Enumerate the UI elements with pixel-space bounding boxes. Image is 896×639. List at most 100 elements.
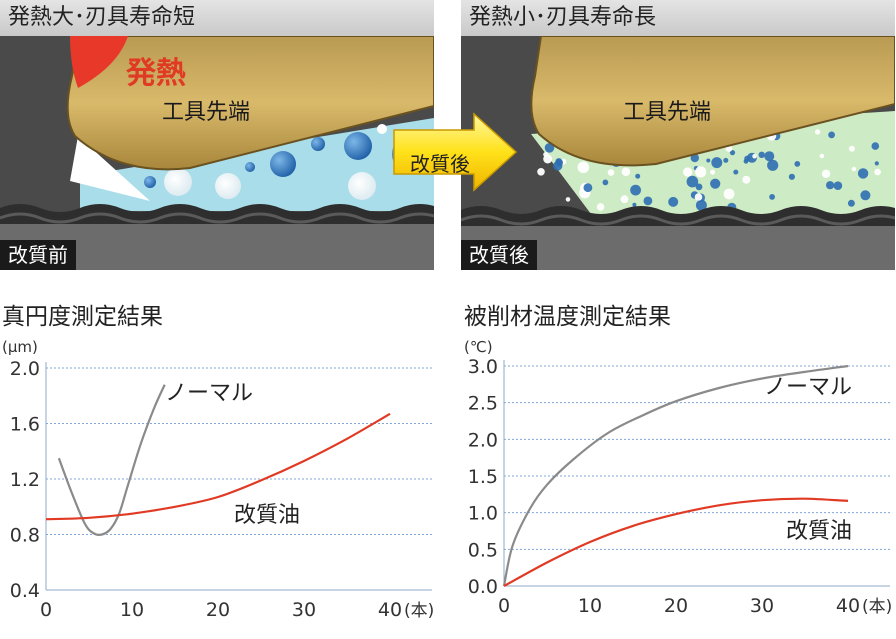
bubble-icon — [851, 166, 857, 172]
bubble-icon — [565, 197, 571, 202]
droplet-icon — [344, 132, 372, 160]
droplet-icon — [758, 151, 765, 158]
y-tick-label: 1.0 — [468, 503, 498, 525]
before-tag: 改質前 — [0, 240, 76, 270]
x-tick-label: 20 — [664, 595, 688, 617]
droplet-icon — [769, 194, 775, 200]
series-label-improved: 改質油 — [234, 503, 300, 528]
x-tick-label: 20 — [206, 599, 230, 621]
droplet-icon — [743, 158, 749, 164]
droplet-icon — [764, 151, 775, 162]
after-illustration — [461, 36, 895, 270]
bubble-icon — [819, 153, 825, 159]
x-axis-unit: (本) — [404, 601, 434, 621]
bubble-icon — [752, 153, 757, 159]
bubble-icon — [710, 169, 716, 175]
temperature-chart: 0.0 0.5 1.0 1.5 2.0 2.5 3.0 0 10 20 30 40 (℃) (本) ノーマル… — [464, 338, 892, 617]
y-tick-label: 1.2 — [10, 469, 40, 491]
bubble-icon — [377, 124, 387, 134]
bubble-icon — [348, 172, 376, 200]
x-tick-label: 30 — [292, 599, 316, 621]
droplet-icon — [874, 161, 879, 166]
x-tick-label: 10 — [578, 595, 602, 617]
droplet-icon — [794, 161, 801, 167]
droplet-icon — [311, 137, 325, 151]
bubble-icon — [723, 188, 735, 200]
bubble-icon — [537, 168, 545, 176]
droplet-icon — [245, 162, 255, 172]
bubble-icon — [694, 193, 703, 201]
bubble-icon — [164, 168, 192, 196]
before-panel-header: 発熱大･刃具寿命短 — [0, 0, 434, 36]
droplet-icon — [686, 175, 699, 188]
droplet-icon — [630, 184, 641, 196]
arrow-label: 改質後 — [410, 152, 470, 176]
droplet-icon — [710, 178, 721, 189]
arrow-icon — [393, 112, 518, 192]
droplet-icon — [826, 181, 835, 190]
droplet-icon — [706, 158, 711, 163]
droplet-icon — [583, 183, 593, 193]
series-label-normal: ノーマル — [165, 381, 253, 406]
chip-wedge — [70, 136, 150, 201]
droplet-icon — [695, 199, 707, 211]
droplet-icon — [788, 173, 795, 180]
series-label-normal: ノーマル — [764, 375, 852, 400]
roundness-chart-title: 真円度測定結果 — [2, 304, 163, 330]
y-tick-label: 1.5 — [468, 466, 498, 488]
bubble-icon — [742, 175, 751, 184]
y-tick-label: 0.4 — [10, 580, 40, 602]
series-line-improved — [503, 497, 849, 587]
droplet-icon — [828, 131, 835, 139]
bubble-icon — [543, 152, 549, 157]
tool-body — [66, 36, 434, 171]
y-tick-label: 0.0 — [468, 576, 498, 598]
tool-tip-label: 工具先端 — [162, 100, 251, 125]
heat-spot — [70, 36, 128, 88]
y-tick-label: 2.5 — [468, 393, 498, 415]
y-tick-label: 1.6 — [10, 414, 40, 436]
droplet-icon — [690, 153, 699, 163]
y-tick-label: 3.0 — [468, 356, 498, 378]
droplet-icon — [544, 143, 555, 153]
bubble-icon — [874, 168, 881, 176]
droplet-icon — [632, 202, 637, 207]
x-tick-label: 30 — [750, 595, 774, 617]
tool-tip-label: 工具先端 — [623, 100, 712, 125]
y-axis-unit: (℃) — [464, 338, 493, 356]
bubble-icon — [596, 203, 605, 211]
bubble-icon — [621, 167, 631, 176]
droplet-icon — [144, 176, 156, 188]
x-tick-label: 40 — [378, 599, 402, 621]
before-illustration — [0, 36, 434, 270]
series-line-normal — [502, 364, 849, 587]
bubble-icon — [695, 166, 707, 178]
series-label-improved: 改質油 — [786, 519, 852, 544]
y-tick-label: 0.8 — [10, 525, 40, 547]
x-tick-label: 0 — [498, 595, 510, 617]
bubble-icon — [848, 145, 855, 152]
droplet-icon — [767, 159, 779, 171]
droplet-icon — [602, 179, 609, 186]
bubble-icon — [607, 169, 615, 176]
bubble-icon — [683, 167, 693, 177]
x-tick-label: 0 — [40, 599, 52, 621]
bubble-icon — [620, 195, 629, 204]
tool-body — [530, 36, 895, 167]
droplet-icon — [857, 168, 869, 179]
heat-label: 発熱 — [126, 56, 186, 91]
droplet-icon — [555, 158, 563, 165]
droplet-icon — [643, 196, 653, 206]
y-tick-label: 2.0 — [468, 429, 498, 451]
droplet-icon — [668, 196, 679, 207]
bubble-icon — [577, 161, 590, 174]
x-tick-label: 40 — [836, 595, 860, 617]
x-tick-label: 10 — [120, 599, 144, 621]
droplet-icon — [270, 151, 296, 177]
droplet-icon — [833, 181, 843, 190]
y-tick-label: 0.5 — [468, 539, 498, 561]
droplet-icon — [723, 157, 729, 163]
droplet-icon — [729, 150, 736, 156]
droplet-icon — [695, 183, 703, 191]
